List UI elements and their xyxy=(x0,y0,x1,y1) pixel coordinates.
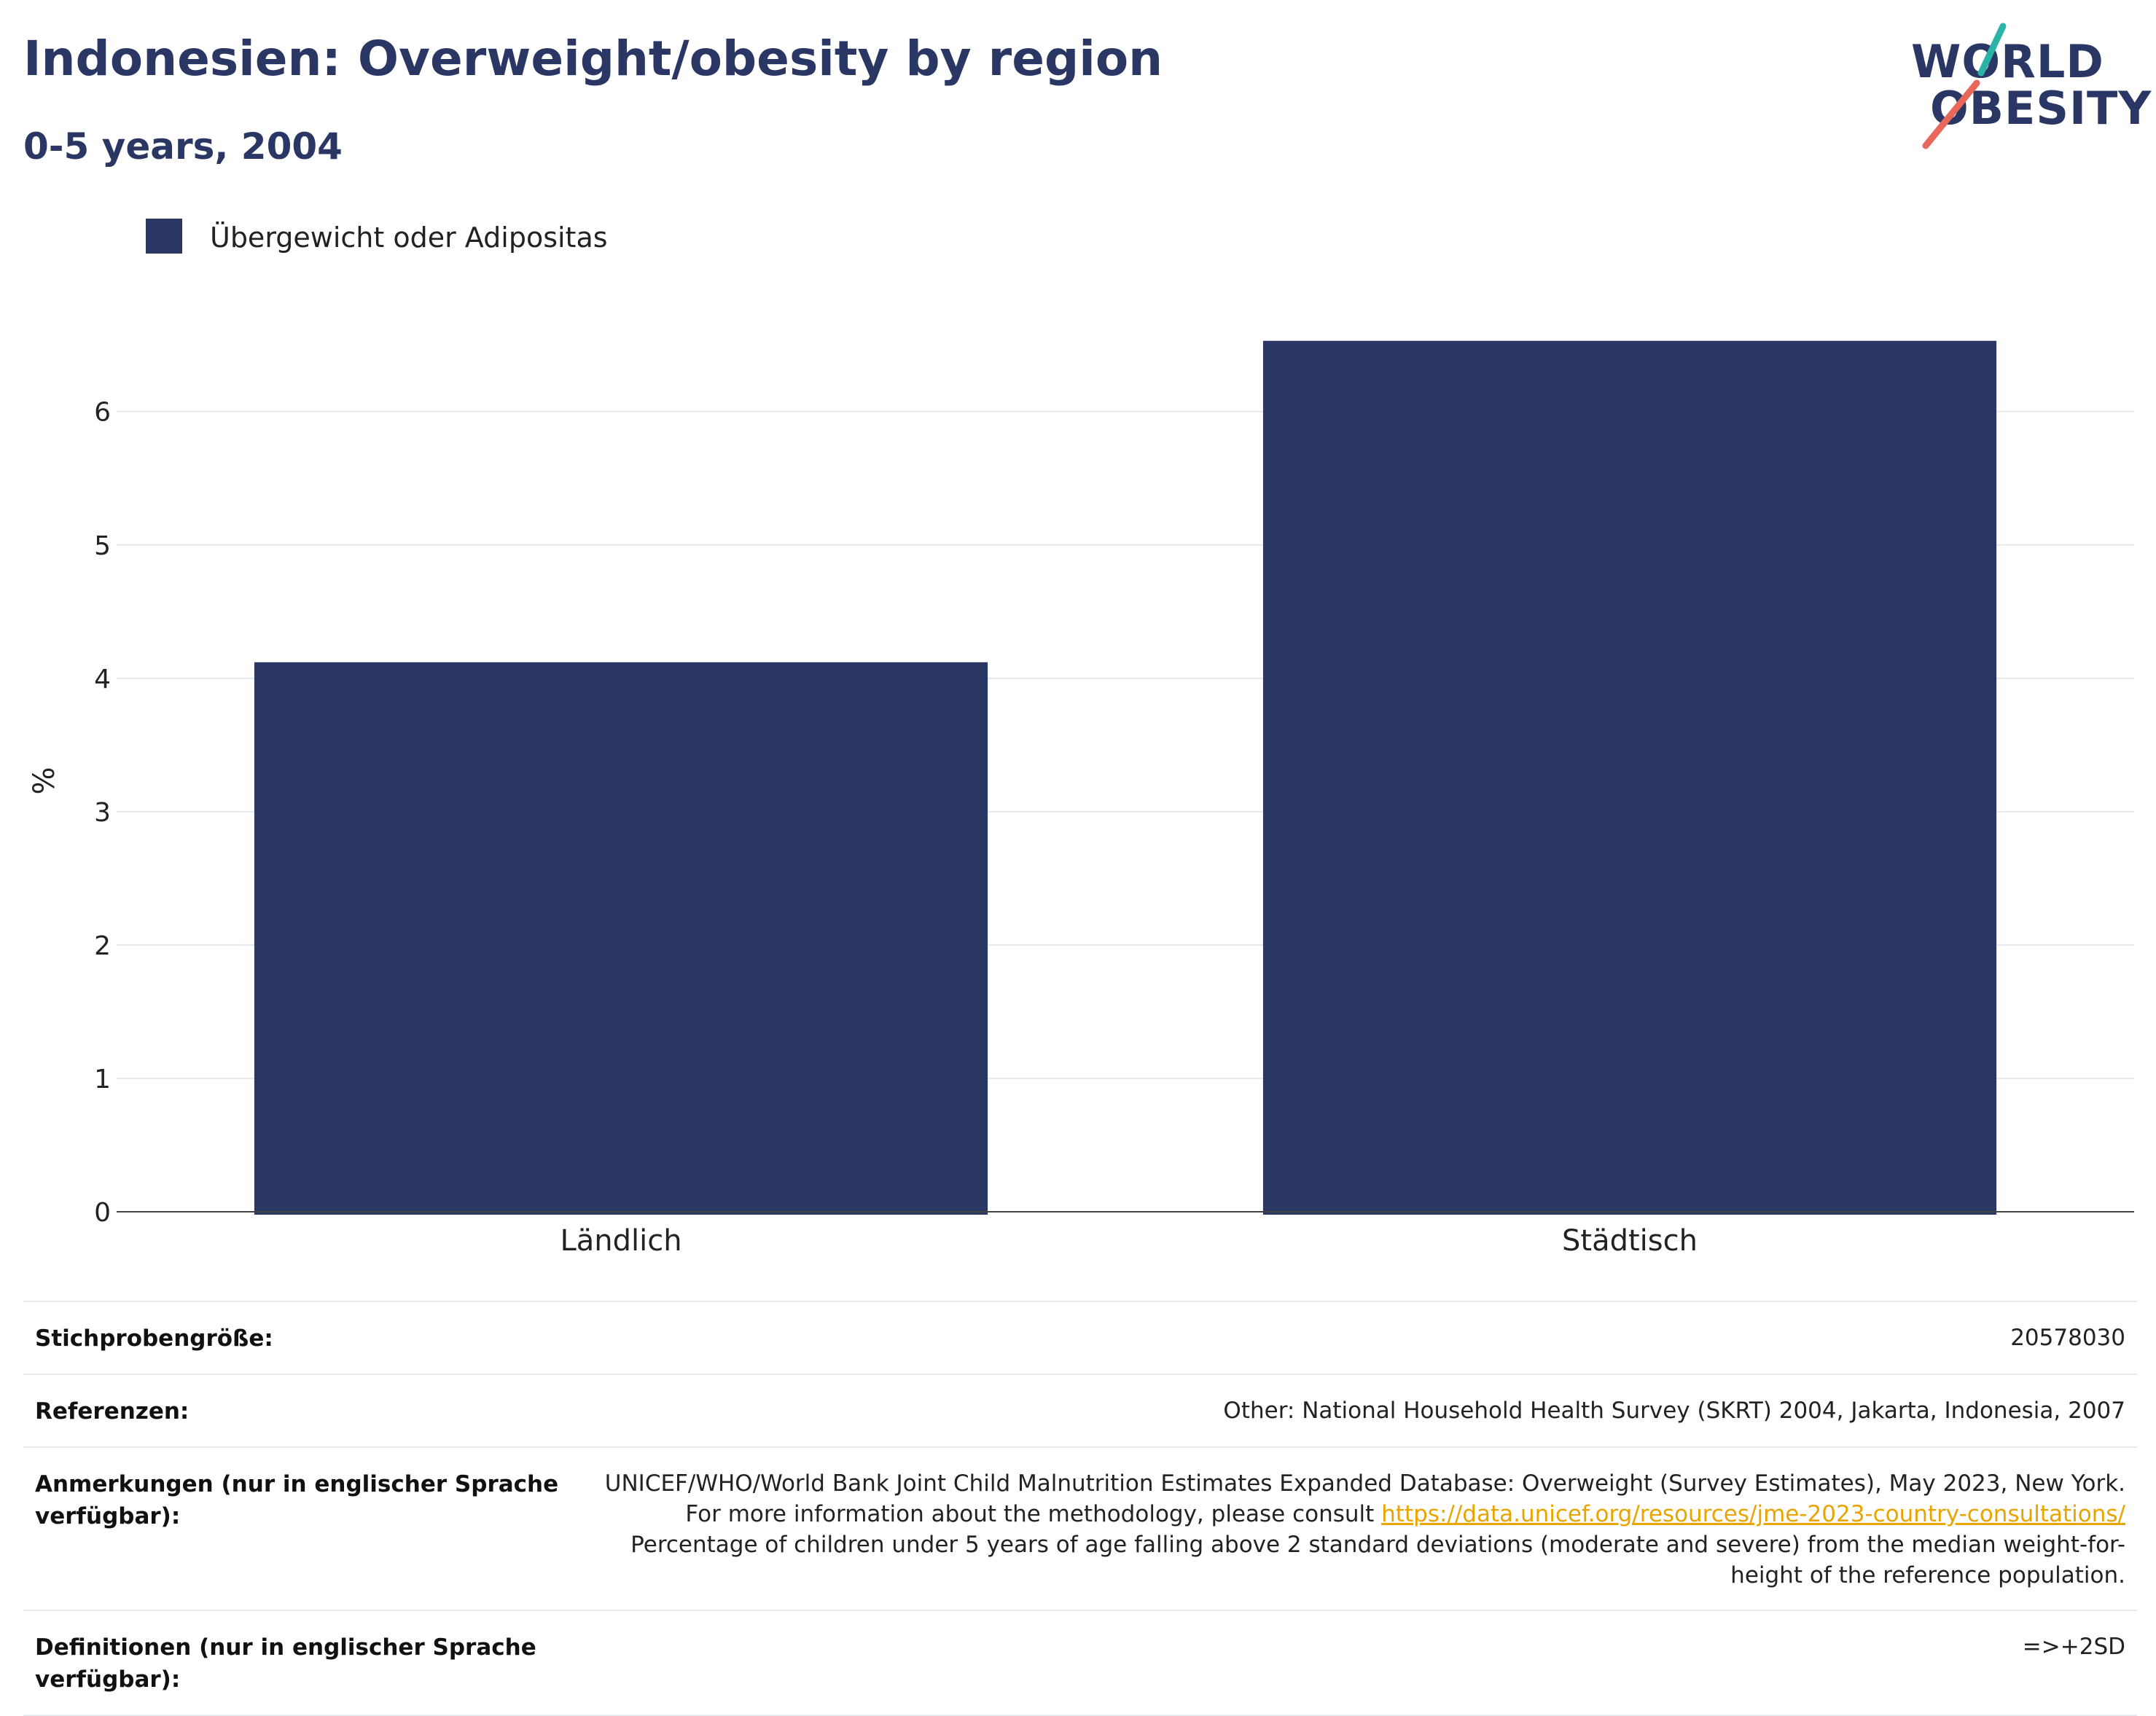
logo-text-world: WORLD xyxy=(1911,35,2104,88)
info-row-notes: Anmerkungen (nur in englischer Sprache v… xyxy=(23,1446,2137,1610)
info-row-definitions: Definitionen (nur in englischer Sprache … xyxy=(23,1610,2137,1716)
definitions-label: Definitionen (nur in englischer Sprache … xyxy=(35,1634,536,1693)
chart-subtitle: 0-5 years, 2004 xyxy=(23,125,343,168)
bar-chart: 0 1 2 3 4 5 6 Ländlich Städtisch % xyxy=(28,340,2134,1258)
bar-staedtisch[interactable] xyxy=(1262,340,1997,1215)
y-axis-title: % xyxy=(28,767,61,794)
notes-value: UNICEF/WHO/World Bank Joint Child Malnut… xyxy=(580,1468,2125,1591)
chart-title: Indonesien: Overweight/obesity by region xyxy=(23,31,1163,87)
bar-laendlich[interactable] xyxy=(254,662,988,1215)
y-tick-label: 0 xyxy=(94,1198,111,1228)
definitions-value: =>+2SD xyxy=(2022,1634,2125,1660)
y-tick-label: 1 xyxy=(94,1065,111,1094)
y-tick-label: 5 xyxy=(94,531,111,561)
notes-text-before: UNICEF/WHO/World Bank Joint Child Malnut… xyxy=(604,1470,2125,1527)
sample-size-value: 20578030 xyxy=(2010,1325,2125,1351)
info-table: Stichprobengröße: 20578030 Referenzen: O… xyxy=(23,1301,2137,1716)
y-tick-label: 6 xyxy=(94,398,111,428)
world-obesity-logo: WORLD OBESITY xyxy=(1895,22,2151,153)
logo-slash-icon xyxy=(1922,23,2007,149)
references-label: Referenzen: xyxy=(35,1398,190,1425)
notes-text-after: Percentage of children under 5 years of … xyxy=(630,1532,2125,1588)
x-category-labels: Ländlich Städtisch xyxy=(560,1224,1698,1258)
y-tick-label: 3 xyxy=(94,798,111,828)
legend-swatch xyxy=(146,219,182,254)
y-tick-label: 2 xyxy=(94,931,111,961)
info-row-references: Referenzen: Other: National Household He… xyxy=(23,1374,2137,1446)
legend-label: Übergewicht oder Adipositas xyxy=(210,222,608,254)
x-category-label: Ländlich xyxy=(560,1224,681,1258)
y-tick-labels: 0 1 2 3 4 5 6 xyxy=(94,398,111,1228)
notes-label: Anmerkungen (nur in englischer Sprache v… xyxy=(35,1471,559,1529)
y-tick-label: 4 xyxy=(94,665,111,694)
x-category-label: Städtisch xyxy=(1562,1224,1698,1258)
info-row-sample-size: Stichprobengröße: 20578030 xyxy=(23,1301,2137,1374)
notes-link[interactable]: https://data.unicef.org/resources/jme-20… xyxy=(1381,1501,2125,1527)
references-value: Other: National Household Health Survey … xyxy=(1223,1398,2125,1424)
bars xyxy=(254,340,1997,1215)
sample-size-label: Stichprobengröße: xyxy=(35,1325,273,1352)
